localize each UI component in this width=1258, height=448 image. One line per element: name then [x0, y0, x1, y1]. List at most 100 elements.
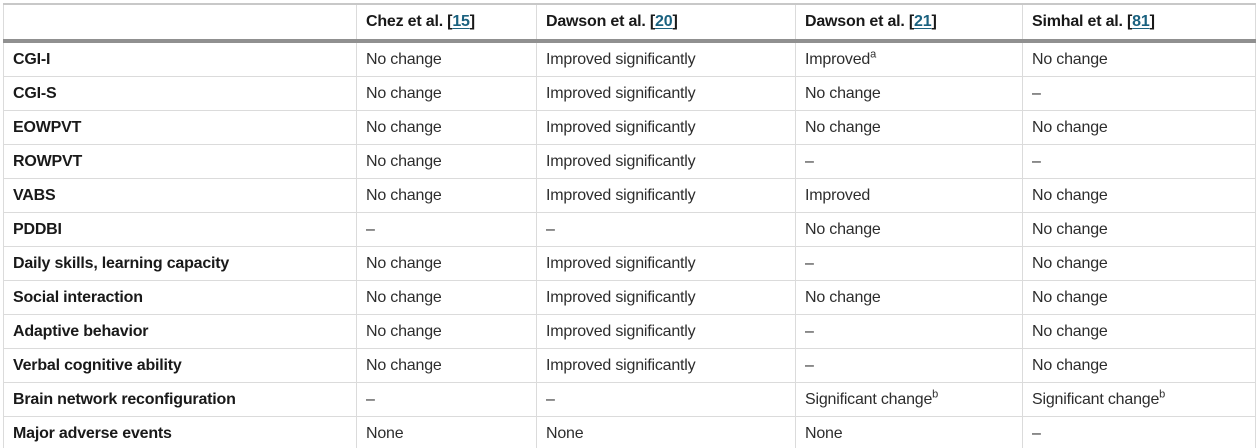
- table-cell: No change: [795, 212, 1023, 247]
- table-cell: No change: [1022, 212, 1256, 247]
- table-cell: None: [356, 416, 537, 448]
- cell-text: No change: [805, 220, 881, 238]
- cell-text: No change: [366, 254, 442, 272]
- cell-text: –: [805, 254, 814, 272]
- table-cell: Improved: [795, 178, 1023, 213]
- cell-text: No change: [366, 84, 442, 102]
- table-row: CGI-I No change Improved significantly I…: [4, 41, 1256, 77]
- table-row: Major adverse events None None None –: [3, 416, 1256, 448]
- table-cell: Improved significantly: [536, 280, 796, 315]
- bracket-close: ]: [931, 13, 937, 30]
- cell-text: –: [1032, 152, 1041, 170]
- study-name: Dawson et al. [: [805, 13, 915, 30]
- cell-text: Improved significantly: [546, 322, 696, 340]
- citation-link-81[interactable]: 81: [1132, 13, 1150, 30]
- study-name: Simhal et al. [: [1032, 13, 1133, 30]
- outcomes-comparison-table: Chez et al. [15] Dawson et al. [20] Daws…: [3, 3, 1256, 448]
- cell-text: Significant change: [805, 390, 933, 408]
- table-row: EOWPVT No change Improved significantly …: [3, 110, 1256, 145]
- row-label-vabs: VABS: [3, 178, 357, 213]
- table-cell: No change: [1022, 41, 1256, 77]
- table-cell: Improved significantly: [536, 314, 796, 349]
- table-cell: No change: [1022, 314, 1256, 349]
- cell-text: Improved significantly: [546, 186, 696, 204]
- table-cell: Improved significantly: [536, 178, 796, 213]
- table-cell: Improveda: [795, 41, 1023, 77]
- row-label-adaptive-behavior: Adaptive behavior: [3, 314, 357, 349]
- citation-link-20[interactable]: 20: [655, 13, 673, 30]
- row-label-daily-skills: Daily skills, learning capacity: [3, 246, 357, 281]
- table-cell: No change: [356, 144, 537, 179]
- cell-text: No change: [1032, 254, 1108, 272]
- cell-text: Improved significantly: [546, 356, 696, 374]
- cell-text: Improved significantly: [546, 254, 696, 272]
- row-label-social-interaction: Social interaction: [3, 280, 357, 315]
- cell-text: No change: [366, 118, 442, 136]
- table-cell: No change: [356, 246, 537, 281]
- table-cell: –: [795, 246, 1023, 281]
- table-cell: –: [536, 212, 796, 247]
- table-cell: No change: [1022, 178, 1256, 213]
- table-cell: Improved significantly: [536, 246, 796, 281]
- table-cell: No change: [1022, 246, 1256, 281]
- study-name: Chez et al. [: [366, 13, 453, 30]
- table-cell: –: [795, 348, 1023, 383]
- table-cell: Improved significantly: [536, 110, 796, 145]
- table-cell: None: [536, 416, 796, 448]
- bracket-close: ]: [469, 13, 475, 30]
- cell-superscript: b: [1159, 388, 1166, 401]
- row-label-pddbi: PDDBI: [3, 212, 357, 247]
- cell-text: None: [805, 424, 843, 442]
- cell-text: None: [366, 424, 404, 442]
- cell-text: No change: [805, 84, 881, 102]
- cell-text: No change: [1032, 186, 1108, 204]
- cell-superscript: b: [932, 388, 939, 401]
- table-cell: None: [795, 416, 1023, 448]
- table-cell: No change: [795, 280, 1023, 315]
- cell-text: No change: [1032, 288, 1108, 306]
- cell-text: None: [546, 424, 584, 442]
- table-row: CGI-S No change Improved significantly N…: [3, 76, 1256, 111]
- cell-text: –: [1032, 424, 1041, 442]
- table-row: Social interaction No change Improved si…: [3, 280, 1256, 315]
- table-row: Verbal cognitive ability No change Impro…: [3, 348, 1256, 383]
- cell-text: Improved significantly: [546, 84, 696, 102]
- cell-text: No change: [366, 50, 442, 68]
- table-row: PDDBI – – No change No change: [3, 212, 1256, 247]
- cell-text: Improved significantly: [546, 118, 696, 136]
- cell-text: No change: [1032, 118, 1108, 136]
- table-cell: No change: [356, 280, 537, 315]
- cell-text: Improved significantly: [546, 152, 696, 170]
- table-cell: Significant changeb: [1022, 382, 1256, 417]
- cell-text: –: [805, 322, 814, 340]
- table-cell: Improved significantly: [536, 76, 796, 111]
- cell-superscript: a: [870, 48, 877, 61]
- header-row: Chez et al. [15] Dawson et al. [20] Daws…: [3, 4, 1256, 43]
- row-label-cgi-i: CGI-I: [13, 50, 51, 68]
- citation-link-21[interactable]: 21: [914, 13, 932, 30]
- study-name: Dawson et al. [: [546, 13, 656, 30]
- table-cell: –: [1022, 144, 1256, 179]
- column-header-dawson-20: Dawson et al. [20]: [536, 4, 796, 43]
- row-label-rowpvt: ROWPVT: [3, 144, 357, 179]
- table-cell: Improved significantly: [536, 144, 796, 179]
- citation-link-15[interactable]: 15: [452, 13, 470, 30]
- cell-text: No change: [1032, 322, 1108, 340]
- cell-text: No change: [366, 186, 442, 204]
- column-header-simhal: Simhal et al. [81]: [1022, 4, 1256, 43]
- row-label-eowpvt: EOWPVT: [3, 110, 357, 145]
- cell-text: Improved: [805, 186, 871, 204]
- table-cell: No change: [795, 110, 1023, 145]
- table-row: ROWPVT No change Improved significantly …: [3, 144, 1256, 179]
- table-cell: No change: [356, 76, 537, 111]
- cell-text: Improved significantly: [546, 288, 696, 306]
- cell-text: –: [805, 152, 814, 170]
- table-cell: Improved significantly: [536, 348, 796, 383]
- table-cell: No change: [356, 178, 537, 213]
- cell-text: No change: [1032, 220, 1108, 238]
- cell-text: –: [1032, 84, 1041, 102]
- cell-text: –: [366, 220, 375, 238]
- cell-text: No change: [805, 118, 881, 136]
- cell-text: No change: [1032, 50, 1108, 68]
